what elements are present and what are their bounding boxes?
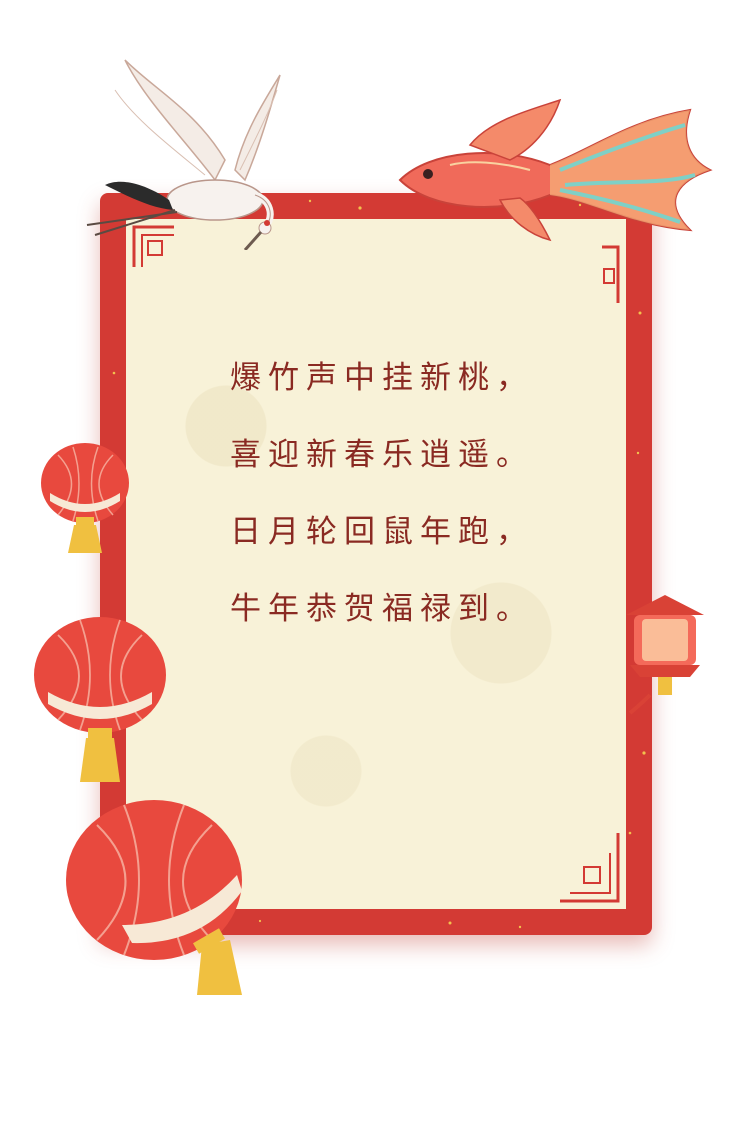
palace-lantern-icon bbox=[626, 595, 704, 715]
corner-ornament-top-right bbox=[602, 245, 620, 303]
poem-line-3: 日月轮回鼠年跑， bbox=[230, 514, 534, 550]
crane-icon bbox=[86, 59, 281, 250]
poem-line-4: 牛年恭贺福禄到。 bbox=[230, 591, 534, 627]
koi-fish-icon bbox=[398, 98, 713, 242]
red-lantern-icon bbox=[41, 443, 129, 553]
poem-line-2: 喜迎新春乐逍遥。 bbox=[230, 437, 534, 473]
red-lantern-icon bbox=[34, 617, 166, 782]
gold-speckles bbox=[110, 199, 646, 929]
poem-paper bbox=[126, 219, 626, 909]
corner-ornament-bottom-right bbox=[560, 833, 620, 903]
poem-block: 爆竹声中挂新桃， 喜迎新春乐逍遥。 日月轮回鼠年跑， 牛年恭贺福禄到。 bbox=[100, 193, 652, 935]
corner-ornament-top-left bbox=[132, 225, 174, 267]
red-frame bbox=[100, 193, 652, 935]
poem-line-1: 爆竹声中挂新桃， bbox=[230, 360, 534, 396]
red-lantern-icon bbox=[66, 800, 242, 995]
